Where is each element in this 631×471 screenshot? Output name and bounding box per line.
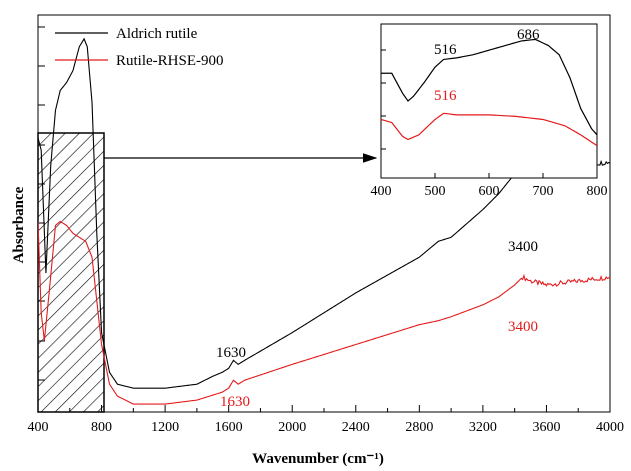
annotation-3400-black: 3400 [508, 239, 538, 255]
legend-label-aldrich-rutile: Aldrich rutile [116, 26, 198, 42]
inset-x-axis: 400 500 600 700 800 [371, 173, 608, 199]
inset-chart: 400 500 600 700 800 516 686 516 [371, 23, 608, 199]
main-x-tick-label: 3200 [469, 420, 497, 435]
x-axis-title: Wavenumber (cm⁻¹) [252, 451, 384, 467]
highlight-region [37, 132, 105, 413]
main-x-tick-label: 2400 [342, 420, 370, 435]
inset-series-line-aldrich-rutile [381, 38, 597, 136]
inset-y-ticks [381, 49, 386, 150]
inset-annotation-516-red: 516 [434, 88, 457, 104]
legend-label-rutile-rhse-900: Rutile-RHSE-900 [116, 53, 224, 69]
inset-x-tick-label: 600 [479, 184, 500, 199]
main-x-tick-label: 1200 [151, 420, 179, 435]
inset-x-tick-label: 500 [425, 184, 446, 199]
main-x-tick-label: 1600 [215, 420, 243, 435]
legend: Aldrich rutile Rutile-RHSE-900 [55, 26, 224, 69]
y-axis-title: Absorbance [11, 186, 27, 263]
annotation-1630-black: 1630 [216, 345, 246, 361]
main-x-tick-label: 400 [28, 420, 49, 435]
main-x-tick-label: 4000 [596, 420, 624, 435]
inset-annotation-516-black: 516 [434, 42, 457, 58]
main-x-tick-label: 2800 [405, 420, 433, 435]
inset-x-tick-label: 800 [587, 184, 608, 199]
inset-series-line-rutile-rhse-900 [381, 112, 597, 147]
inset-annotation-686-black: 686 [517, 27, 540, 43]
annotation-3400-red: 3400 [508, 319, 538, 335]
main-x-tick-label: 800 [91, 420, 112, 435]
annotation-1630-red: 1630 [220, 394, 250, 410]
inset-x-tick-label: 400 [371, 184, 392, 199]
main-x-axis: 400 800 1200 1600 2000 2400 2800 3200 3600 4000 [28, 405, 624, 435]
inset-plot-frame [380, 23, 598, 179]
series-line-rutile-rhse-900 [38, 220, 610, 405]
main-x-tick-label: 2000 [278, 420, 306, 435]
main-x-tick-label: 3600 [532, 420, 560, 435]
inset-x-tick-label: 700 [533, 184, 554, 199]
